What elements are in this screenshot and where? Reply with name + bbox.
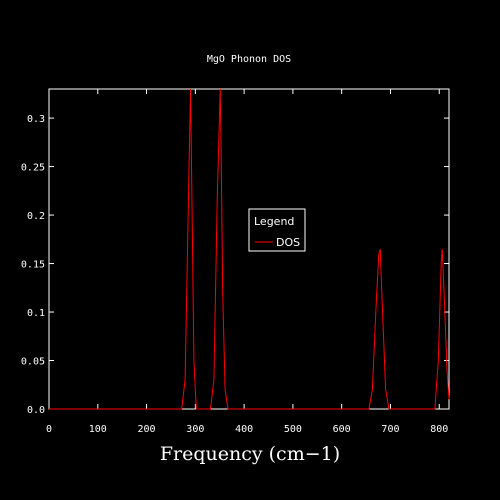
series-line-dos xyxy=(49,88,450,410)
y-tick-label: 0.15 xyxy=(21,260,45,271)
y-tick-label: 0.0 xyxy=(27,405,45,416)
x-tick-label: 0 xyxy=(46,424,52,435)
series-layer xyxy=(49,88,450,410)
y-tick-label: 0.2 xyxy=(27,211,45,222)
y-tick-label: 0.05 xyxy=(21,357,45,368)
x-tick-label: 100 xyxy=(89,424,107,435)
x-tick-label: 500 xyxy=(284,424,302,435)
chart-title: MgO Phonon DOS xyxy=(207,54,291,65)
x-tick-label: 200 xyxy=(138,424,156,435)
y-tick-label: 0.25 xyxy=(21,163,45,174)
x-axis-label: Frequency (cm−1) xyxy=(160,443,340,465)
x-tick-label: 400 xyxy=(235,424,253,435)
y-tick-label: 0.1 xyxy=(27,308,45,319)
x-tick-label: 800 xyxy=(430,424,448,435)
legend-title: Legend xyxy=(254,215,294,228)
x-tick-label: 300 xyxy=(186,424,204,435)
legend-box xyxy=(248,208,306,252)
legend: Legend DOS xyxy=(248,208,306,252)
x-tick-label: 700 xyxy=(381,424,399,435)
y-tick-label: 0.3 xyxy=(27,114,45,125)
x-axis: 0 100 200 300 400 500 600 700 800 xyxy=(46,89,448,435)
x-tick-label: 600 xyxy=(333,424,351,435)
legend-entry-dos: DOS xyxy=(276,236,300,249)
